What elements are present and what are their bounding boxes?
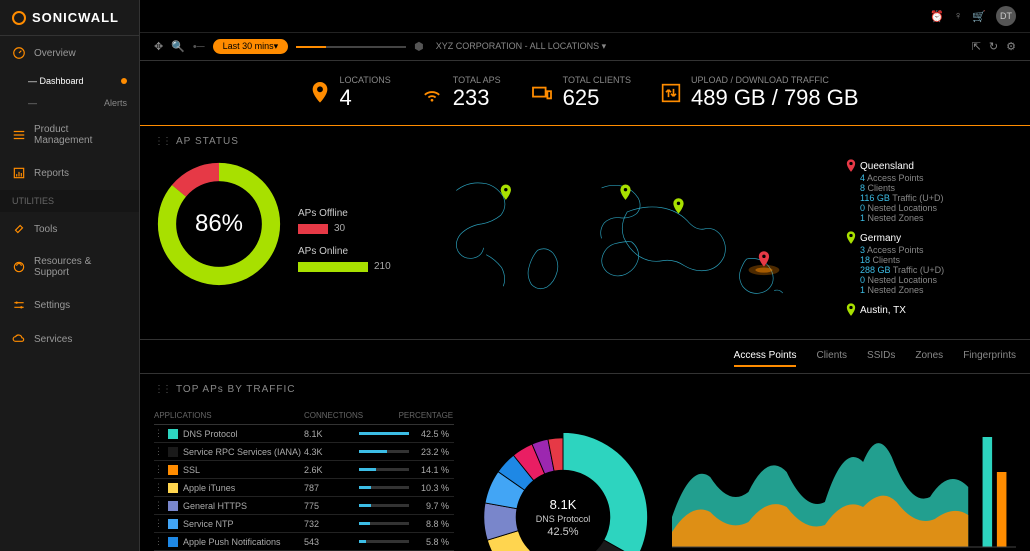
wifi-icon — [421, 84, 443, 102]
bulb-icon[interactable]: ♀ — [954, 10, 962, 22]
brand-text: SONICWALL — [32, 10, 119, 25]
tab-access-points[interactable]: Access Points — [734, 346, 797, 367]
support-icon — [12, 260, 26, 274]
export-icon[interactable]: ⇱ — [972, 40, 981, 53]
metric-aps: TOTAL APs233 — [421, 75, 501, 111]
online-swatch — [298, 262, 368, 272]
nav-alerts[interactable]: — Alerts — [0, 92, 139, 114]
world-map[interactable] — [405, 159, 832, 325]
nav-settings[interactable]: Settings — [0, 288, 139, 322]
time-slider[interactable] — [296, 46, 406, 48]
nav-dashboard[interactable]: — Dashboard — [0, 70, 139, 92]
updown-icon — [661, 83, 681, 103]
tab-zones[interactable]: Zones — [915, 346, 943, 367]
nav-tools[interactable]: Tools — [0, 212, 139, 246]
cloud-icon — [12, 332, 26, 346]
avatar[interactable]: DT — [996, 6, 1016, 26]
nav-resources[interactable]: Resources & Support — [0, 246, 139, 288]
nav-services[interactable]: Services — [0, 322, 139, 356]
table-row[interactable]: ⋮General HTTPS7759.7 % — [154, 497, 454, 515]
alarm-icon[interactable]: ⏰ — [930, 10, 944, 23]
sidebar: SONICWALL Overview — Dashboard — Alerts … — [0, 0, 140, 551]
metrics-row: LOCATIONS4 TOTAL APs233 TOTAL CLIENTS625… — [140, 61, 1030, 126]
metric-locations: LOCATIONS4 — [311, 75, 390, 111]
nav-product-management[interactable]: Product Management — [0, 114, 139, 156]
apstatus-title: AP STATUS — [140, 126, 1030, 153]
tools-icon — [12, 222, 26, 236]
cart-icon[interactable]: 🛒 — [972, 10, 986, 23]
tab-clients[interactable]: Clients — [816, 346, 847, 367]
nav-overview[interactable]: Overview — [0, 36, 139, 70]
table-row[interactable]: ⋮Apple iTunes78710.3 % — [154, 479, 454, 497]
list-icon — [12, 128, 26, 142]
applications-pie: 8.1K DNS Protocol 42.5% — [468, 407, 658, 551]
report-icon — [12, 166, 26, 180]
traffic-area-chart: Upload Download 4.6 GB / 6.9 GB — [672, 407, 1016, 551]
org-selector[interactable]: XYZ CORPORATION - ALL LOCATIONS ▾ — [436, 41, 606, 52]
topbar: ⏰ ♀ 🛒 DT — [140, 0, 1030, 33]
location-item[interactable]: Germany3 Access Points18 Clients288 GB T… — [846, 231, 1016, 295]
top-aps-title: TOP APs BY TRAFFIC — [140, 374, 1030, 401]
location-item[interactable]: Queensland4 Access Points8 Clients116 GB… — [846, 159, 1016, 223]
gauge-icon — [12, 46, 26, 60]
nav-reports[interactable]: Reports — [0, 156, 139, 190]
devices-icon — [531, 84, 553, 102]
metric-clients: TOTAL CLIENTS625 — [531, 75, 631, 111]
pin-icon — [311, 82, 329, 104]
offline-swatch — [298, 224, 328, 234]
nav-section-utilities: UTILITIES — [0, 190, 139, 212]
sliders-icon — [12, 298, 26, 312]
refresh-icon[interactable]: ↻ — [989, 40, 998, 53]
search-icon[interactable]: 🔍 — [171, 40, 185, 53]
active-dot-icon — [121, 78, 127, 84]
table-row[interactable]: ⋮Service RPC Services (IANA)4.3K23.2 % — [154, 443, 454, 461]
apstatus-legend: APs Offline 30 APs Online 210 — [298, 159, 391, 325]
table-row[interactable]: ⋮SSL2.6K14.1 % — [154, 461, 454, 479]
metric-traffic: UPLOAD / DOWNLOAD TRAFFIC489 GB / 798 GB — [661, 75, 859, 111]
expand-icon[interactable]: ✥ — [154, 40, 163, 53]
tab-ssids[interactable]: SSIDs — [867, 346, 895, 367]
logo: SONICWALL — [0, 0, 139, 36]
time-filter-pill[interactable]: Last 30 mins▾ — [213, 39, 289, 54]
table-row[interactable]: ⋮Service NTP7328.8 % — [154, 515, 454, 533]
tab-fingerprints[interactable]: Fingerprints — [963, 346, 1016, 367]
applications-table: APPLICATIONS CONNECTIONS PERCENTAGE ⋮DNS… — [154, 407, 454, 551]
donut-pct: 86% — [154, 159, 284, 289]
table-row[interactable]: ⋮Apple Push Notifications5435.8 % — [154, 533, 454, 551]
tabs: Access Points Clients SSIDs Zones Fingerprin… — [140, 340, 1030, 374]
main-content: ⏰ ♀ 🛒 DT ✥ 🔍 •─ Last 30 mins▾ ⬢ XYZ CORP… — [140, 0, 1030, 551]
filter-bar: ✥ 🔍 •─ Last 30 mins▾ ⬢ XYZ CORPORATION -… — [140, 33, 1030, 61]
logo-ring-icon — [12, 11, 26, 25]
table-row[interactable]: ⋮DNS Protocol8.1K42.5 % — [154, 425, 454, 443]
location-item[interactable]: Austin, TX — [846, 303, 1016, 317]
apstatus-donut: 86% — [154, 159, 284, 289]
locations-list: Queensland4 Access Points8 Clients116 GB… — [846, 159, 1016, 325]
gear-icon[interactable]: ⚙ — [1006, 40, 1016, 53]
